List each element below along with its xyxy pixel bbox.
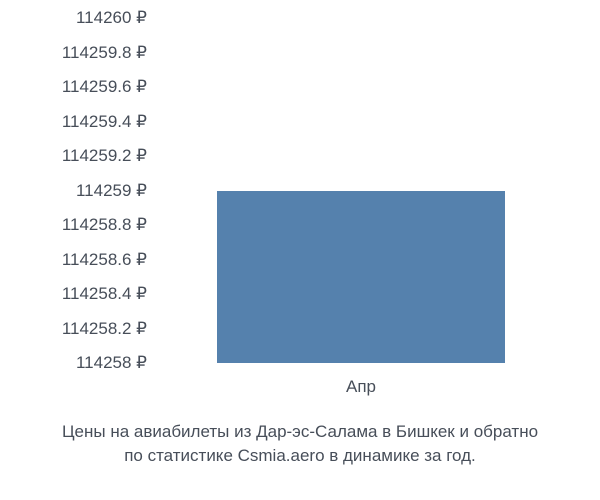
- y-tick-label: 114259.4 ₽: [62, 112, 147, 132]
- bar: [217, 191, 505, 364]
- y-tick-label: 114258.6 ₽: [62, 250, 147, 270]
- chart-caption: Цены на авиабилеты из Дар-эс-Салама в Би…: [18, 420, 582, 468]
- caption-line-1: Цены на авиабилеты из Дар-эс-Салама в Би…: [18, 420, 582, 444]
- caption-line-2: по статистике Csmia.aero в динамике за г…: [18, 444, 582, 468]
- y-tick-label: 114258 ₽: [76, 353, 147, 373]
- y-tick-label: 114258.8 ₽: [62, 215, 147, 235]
- y-tick-label: 114259.2 ₽: [62, 146, 147, 166]
- y-tick-label: 114259.8 ₽: [62, 43, 147, 63]
- y-tick-label: 114258.4 ₽: [62, 284, 147, 304]
- y-tick-label: 114259.6 ₽: [62, 77, 147, 97]
- price-chart: 114260 ₽ 114259.8 ₽ 114259.6 ₽ 114259.4 ₽ 11…: [0, 0, 600, 500]
- y-tick-label: 114259 ₽: [76, 181, 147, 201]
- y-tick-label: 114260 ₽: [76, 8, 147, 28]
- y-tick-label: 114258.2 ₽: [62, 319, 147, 339]
- x-tick-label: Апр: [346, 377, 376, 397]
